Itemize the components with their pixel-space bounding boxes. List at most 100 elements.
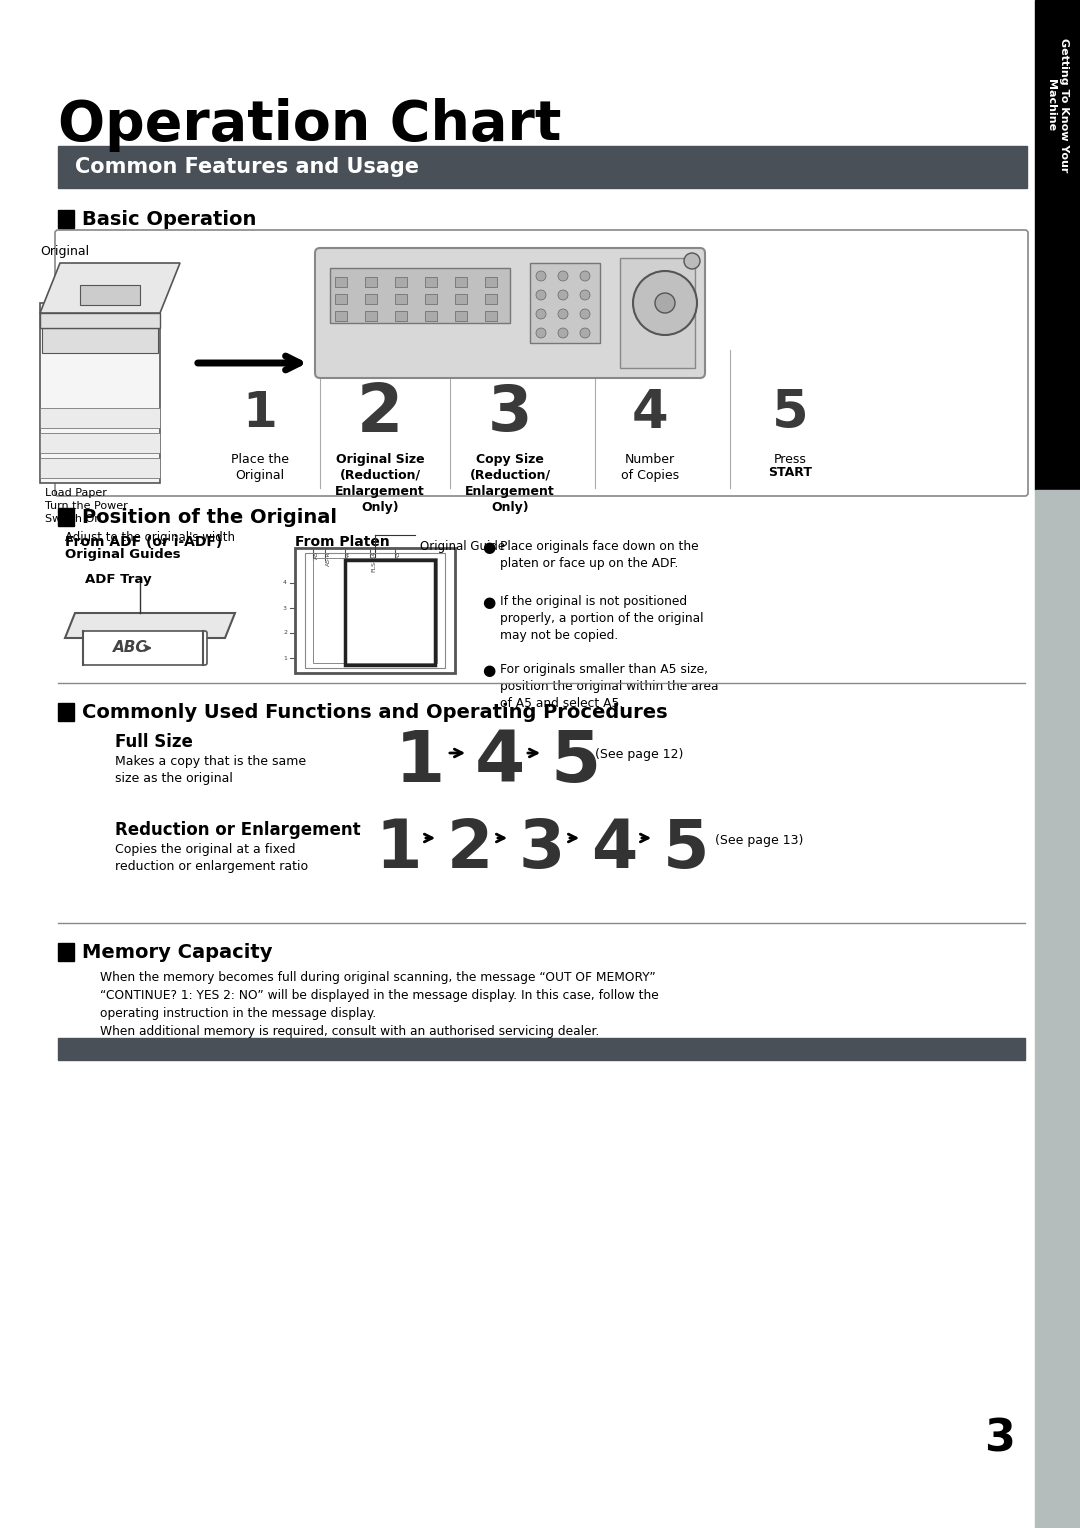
Text: ABC: ABC bbox=[112, 640, 147, 656]
Text: Basic Operation: Basic Operation bbox=[82, 209, 256, 229]
Text: Place the
Original: Place the Original bbox=[231, 452, 289, 481]
Text: ●: ● bbox=[482, 663, 495, 678]
Text: Press: Press bbox=[773, 452, 807, 481]
Bar bbox=[395, 277, 407, 287]
Circle shape bbox=[558, 270, 568, 281]
Text: 4: 4 bbox=[283, 581, 287, 585]
FancyBboxPatch shape bbox=[55, 231, 1028, 497]
Bar bbox=[40, 432, 160, 452]
Text: From ADF (or i-ADF): From ADF (or i-ADF) bbox=[65, 535, 222, 549]
Text: Reduction or Enlargement: Reduction or Enlargement bbox=[114, 821, 361, 839]
Bar bbox=[58, 507, 75, 526]
Text: FLS-B4: FLS-B4 bbox=[372, 552, 376, 573]
Text: ●: ● bbox=[482, 594, 495, 610]
Text: Position of the Original: Position of the Original bbox=[82, 507, 337, 527]
Bar bbox=[485, 277, 497, 287]
Text: A5-R: A5-R bbox=[326, 552, 330, 565]
Text: 4: 4 bbox=[591, 816, 637, 882]
FancyBboxPatch shape bbox=[83, 631, 207, 665]
Circle shape bbox=[536, 329, 546, 338]
Bar bbox=[426, 293, 437, 304]
Text: “CONTINUE? 1: YES 2: NO” will be displayed in the message display. In this case,: “CONTINUE? 1: YES 2: NO” will be display… bbox=[100, 989, 659, 1002]
Text: Commonly Used Functions and Operating Procedures: Commonly Used Functions and Operating Pr… bbox=[82, 703, 667, 723]
Text: 3: 3 bbox=[488, 382, 532, 445]
Bar bbox=[330, 267, 510, 322]
Text: Getting To Know Your
Machine: Getting To Know Your Machine bbox=[1047, 38, 1069, 173]
Text: 1: 1 bbox=[375, 816, 421, 882]
Bar bbox=[455, 293, 467, 304]
Text: Load Paper
Turn the Power
Switch On: Load Paper Turn the Power Switch On bbox=[45, 487, 127, 524]
Text: START: START bbox=[768, 466, 812, 478]
Text: 1: 1 bbox=[395, 727, 445, 798]
Bar bbox=[313, 558, 437, 663]
Text: Copy Size
(Reduction/
Enlargement
Only): Copy Size (Reduction/ Enlargement Only) bbox=[465, 452, 555, 513]
Text: (See page 12): (See page 12) bbox=[595, 749, 684, 761]
Text: Original Guides: Original Guides bbox=[65, 549, 180, 561]
Bar bbox=[335, 312, 347, 321]
Circle shape bbox=[580, 309, 590, 319]
Text: A4: A4 bbox=[346, 552, 351, 559]
Text: 2: 2 bbox=[447, 816, 494, 882]
Bar bbox=[455, 312, 467, 321]
Bar bbox=[40, 303, 160, 483]
Text: 4: 4 bbox=[632, 387, 669, 439]
Bar bbox=[58, 209, 75, 228]
Bar bbox=[395, 312, 407, 321]
Circle shape bbox=[536, 309, 546, 319]
Text: ●: ● bbox=[482, 539, 495, 555]
Circle shape bbox=[558, 309, 568, 319]
Bar bbox=[1035, 0, 1080, 490]
Text: 5: 5 bbox=[663, 816, 710, 882]
Bar bbox=[620, 258, 696, 368]
Bar bbox=[335, 293, 347, 304]
Text: Original Size
(Reduction/
Enlargement
Only): Original Size (Reduction/ Enlargement On… bbox=[335, 452, 424, 513]
Bar bbox=[365, 277, 377, 287]
Text: For originals smaller than A5 size,
position the original within the area
of A5 : For originals smaller than A5 size, posi… bbox=[500, 663, 718, 711]
Circle shape bbox=[633, 270, 697, 335]
Text: When the memory becomes full during original scanning, the message “OUT OF MEMOR: When the memory becomes full during orig… bbox=[100, 970, 656, 984]
Bar bbox=[58, 147, 1027, 188]
Text: When additional memory is required, consult with an authorised servicing dealer.: When additional memory is required, cons… bbox=[100, 1025, 599, 1038]
Text: ADF Tray: ADF Tray bbox=[85, 573, 151, 587]
Bar bbox=[40, 458, 160, 478]
Text: 4: 4 bbox=[475, 727, 525, 798]
Circle shape bbox=[580, 270, 590, 281]
Bar bbox=[58, 703, 75, 721]
Text: 5: 5 bbox=[550, 727, 600, 798]
Bar bbox=[455, 277, 467, 287]
Text: operating instruction in the message display.: operating instruction in the message dis… bbox=[100, 1007, 376, 1021]
Text: Place originals face down on the
platen or face up on the ADF.: Place originals face down on the platen … bbox=[500, 539, 699, 570]
Text: Number
of Copies: Number of Copies bbox=[621, 452, 679, 481]
Text: Makes a copy that is the same
size as the original: Makes a copy that is the same size as th… bbox=[114, 755, 306, 785]
Bar bbox=[365, 312, 377, 321]
Bar bbox=[1035, 490, 1080, 1528]
Text: 3: 3 bbox=[519, 816, 565, 882]
Text: Copies the original at a fixed
reduction or enlargement ratio: Copies the original at a fixed reduction… bbox=[114, 843, 308, 872]
Circle shape bbox=[558, 329, 568, 338]
Bar bbox=[395, 293, 407, 304]
Text: (See page 13): (See page 13) bbox=[715, 834, 804, 847]
Circle shape bbox=[536, 290, 546, 299]
Bar bbox=[335, 277, 347, 287]
Polygon shape bbox=[40, 263, 180, 313]
Circle shape bbox=[654, 293, 675, 313]
Text: If the original is not positioned
properly, a portion of the original
may not be: If the original is not positioned proper… bbox=[500, 594, 703, 642]
Bar bbox=[426, 277, 437, 287]
Text: A5: A5 bbox=[314, 552, 319, 559]
Text: 1: 1 bbox=[283, 656, 287, 660]
Bar bbox=[485, 312, 497, 321]
Bar bbox=[80, 286, 140, 306]
Text: 3: 3 bbox=[984, 1416, 1015, 1459]
Bar bbox=[42, 329, 158, 353]
Text: 2: 2 bbox=[283, 631, 287, 636]
Text: Original Guide: Original Guide bbox=[420, 539, 505, 553]
Circle shape bbox=[684, 254, 700, 269]
Bar bbox=[40, 313, 160, 329]
Bar bbox=[485, 293, 497, 304]
Circle shape bbox=[536, 270, 546, 281]
Bar bbox=[530, 263, 600, 342]
Bar bbox=[58, 943, 75, 961]
Text: 2: 2 bbox=[356, 380, 403, 446]
Text: Original: Original bbox=[40, 244, 90, 258]
Circle shape bbox=[580, 290, 590, 299]
